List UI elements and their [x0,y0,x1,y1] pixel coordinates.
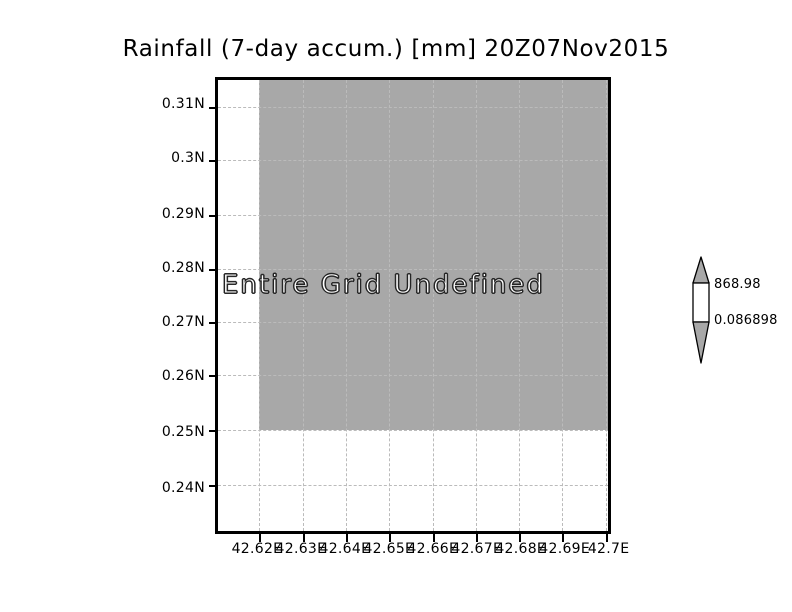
tick-mark-x [475,534,478,542]
tick-mark-x [345,534,348,542]
tick-mark-x [562,534,565,542]
x-tick-label: 42.67E [451,541,503,557]
y-tick-label: 0.3N [171,149,205,166]
colorbar-top-triangle [692,256,710,284]
undefined-grid-message: Entire Grid Undefined [222,270,545,301]
tick-mark-y [209,321,217,324]
tick-mark-y [209,485,217,488]
x-tick-label: 42.68E [495,541,547,557]
tick-mark-x [605,534,608,542]
y-tick-label: 0.27N [161,313,205,330]
grid-line-vertical [562,80,564,531]
tick-mark-y [209,214,217,217]
y-axis-labels: 0.31N 0.3N 0.29N 0.28N 0.27N 0.26N 0.25N 0.24N [100,77,205,534]
x-tick-label: 42.65E [363,541,415,557]
colorbar-max-label: 868.98 [714,277,761,292]
y-tick-label: 0.26N [161,368,205,385]
colorbar-box [692,282,710,323]
y-tick-label: 0.28N [161,260,205,277]
grid-line-vertical [519,80,521,531]
tick-mark-x [302,534,305,542]
tick-mark-x [389,534,392,542]
plot-inner-region: Entire Grid Undefined [218,80,608,531]
colorbar[interactable]: 868.98 0.086898 [690,255,790,367]
tick-mark-x [432,534,435,542]
x-tick-label: 42.62E [231,541,283,557]
x-tick-label: 42.64E [319,541,371,557]
y-tick-label: 0.31N [161,95,205,112]
grid-line-vertical [389,80,391,531]
tick-mark-y [209,159,217,162]
tick-mark-y [209,268,217,271]
colorbar-min-label: 0.086898 [714,313,778,328]
y-tick-label: 0.25N [161,424,205,441]
y-tick-label: 0.24N [161,479,205,496]
grid-line-vertical [345,80,347,531]
colorbar-bottom-triangle [692,321,710,364]
grid-line-vertical [259,80,261,531]
tick-mark-x [519,534,522,542]
grid-line-horizontal [218,485,608,487]
y-tick-label: 0.29N [161,205,205,222]
x-tick-label: 42.7E [587,541,630,557]
tick-mark-y [209,106,217,109]
colorbar-shape [692,256,710,364]
grid-line-vertical [302,80,304,531]
tick-mark-x [259,534,262,542]
x-axis-labels: 42.62E 42.63E 42.64E 42.65E 42.66E 42.67E 42.6… [215,541,629,565]
x-tick-label: 42.63E [275,541,327,557]
grid-line-horizontal [218,375,608,377]
tick-mark-y [209,430,217,433]
grid-line-horizontal [218,106,608,108]
grid-line-vertical [475,80,477,531]
grid-line-vertical [605,80,607,531]
grid-line-horizontal [218,214,608,216]
x-tick-label: 42.69E [539,541,591,557]
page-title: Rainfall (7-day accum.) [mm] 20Z07Nov201… [122,36,670,62]
grid-line-horizontal [218,321,608,323]
tick-mark-y [209,375,217,378]
grid-line-horizontal [218,430,608,432]
undefined-grid-region [259,80,608,431]
grid-line-vertical [432,80,434,531]
plot-frame[interactable]: Entire Grid Undefined [209,77,611,542]
grid-line-horizontal [218,268,608,270]
x-tick-label: 42.66E [407,541,459,557]
grid-line-horizontal [218,159,608,161]
